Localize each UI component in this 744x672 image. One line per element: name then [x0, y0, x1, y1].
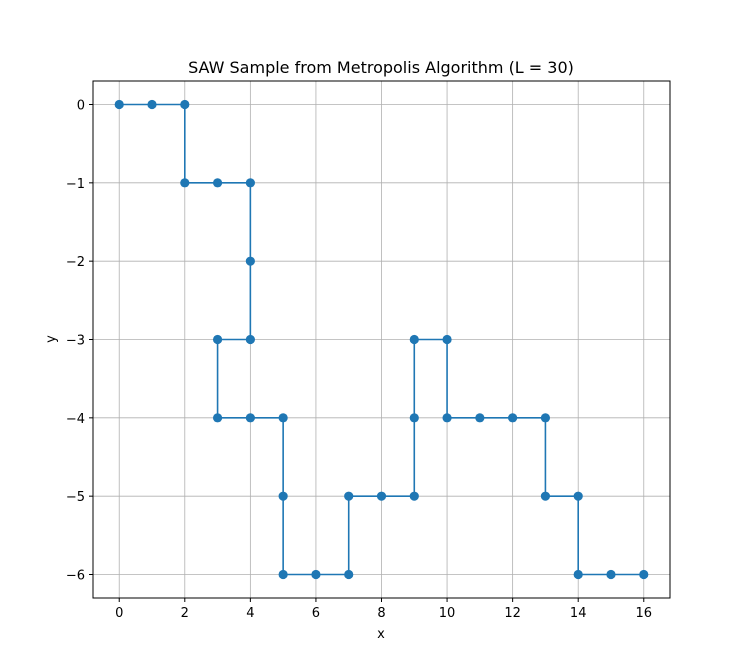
chart-title: SAW Sample from Metropolis Algorithm (L …	[188, 58, 574, 77]
y-tick-label: −4	[66, 412, 85, 427]
walk-point	[442, 334, 452, 345]
walk-point	[114, 99, 124, 110]
walk-point	[508, 413, 518, 423]
walk-point	[245, 178, 255, 188]
x-tick-label: 6	[312, 606, 320, 621]
x-tick-label: 2	[181, 606, 189, 621]
walk-point	[180, 178, 190, 188]
walk-point	[278, 413, 288, 423]
y-tick-label: −3	[66, 334, 85, 349]
walk-point	[212, 334, 223, 345]
walk-point	[245, 334, 255, 345]
walk-point	[639, 569, 649, 580]
x-tick-label: 10	[439, 606, 456, 621]
walk-point	[409, 334, 419, 345]
y-tick-label: −1	[66, 177, 85, 192]
walk-point	[409, 491, 419, 501]
walk-point	[409, 413, 419, 423]
walk-point	[540, 491, 551, 501]
y-axis-ticks: 0 −1 −2 −3 −4 −5 −6	[66, 99, 93, 584]
x-tick-label: 16	[635, 606, 652, 621]
y-tick-label: −6	[66, 569, 85, 584]
walk-point	[212, 178, 223, 188]
walk-point	[278, 569, 288, 580]
x-tick-label: 4	[246, 606, 254, 621]
x-axis-ticks: 0 2 4 6 8 10 12 14 16	[115, 598, 652, 621]
x-tick-label: 12	[504, 606, 521, 621]
y-tick-label: 0	[77, 99, 85, 114]
x-tick-label: 0	[115, 606, 123, 621]
walk-point	[245, 256, 255, 266]
x-axis-label: x	[377, 627, 385, 642]
walk-point	[606, 569, 616, 580]
walk-point	[376, 491, 387, 501]
x-tick-label: 8	[377, 606, 385, 621]
walk-point	[180, 99, 190, 110]
walk-point	[147, 99, 157, 110]
walk-point	[344, 569, 354, 580]
y-tick-label: −5	[66, 490, 85, 505]
walk-point	[311, 569, 321, 580]
walk-point	[573, 491, 583, 501]
walk-point	[540, 413, 551, 423]
walk-point	[278, 491, 288, 501]
walk-point	[212, 413, 223, 423]
walk-point	[245, 413, 255, 423]
y-tick-label: −2	[66, 255, 85, 270]
x-tick-label: 14	[570, 606, 587, 621]
walk-point	[442, 413, 452, 423]
grid-lines	[93, 81, 670, 598]
walk-point	[573, 569, 583, 580]
y-axis-label: y	[44, 335, 59, 343]
walk-point	[475, 413, 485, 423]
walk-point	[344, 491, 354, 501]
walk-series	[114, 99, 649, 580]
